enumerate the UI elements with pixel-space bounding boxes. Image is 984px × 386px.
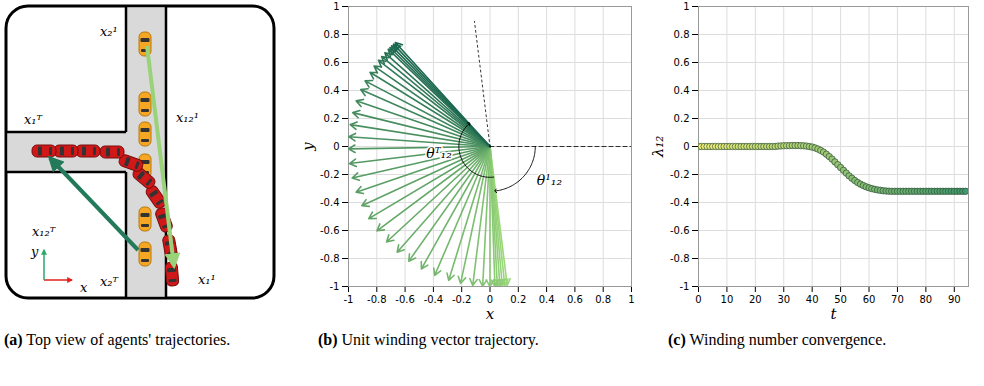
svg-text:-0.6: -0.6 xyxy=(670,225,690,236)
svg-text:0.6: 0.6 xyxy=(324,57,340,68)
svg-text:20: 20 xyxy=(749,294,762,305)
svg-text:θ¹₁₂: θ¹₁₂ xyxy=(537,172,563,188)
svg-text:-1: -1 xyxy=(330,281,340,292)
svg-text:0.4: 0.4 xyxy=(324,85,340,96)
svg-text:x₂¹: x₂¹ xyxy=(100,24,118,39)
svg-text:x₁₂¹: x₁₂¹ xyxy=(176,110,199,125)
svg-text:60: 60 xyxy=(863,294,876,305)
svg-text:0.8: 0.8 xyxy=(324,29,340,40)
svg-text:80: 80 xyxy=(920,294,933,305)
svg-text:λ₁₂: λ₁₂ xyxy=(649,136,667,159)
svg-text:y: y xyxy=(30,244,39,259)
svg-text:-0.6: -0.6 xyxy=(395,294,415,305)
svg-text:x: x xyxy=(486,305,495,323)
svg-text:y: y xyxy=(299,142,317,152)
svg-text:-0.4: -0.4 xyxy=(424,294,444,305)
svg-text:1: 1 xyxy=(333,1,339,12)
svg-text:0.6: 0.6 xyxy=(567,294,583,305)
svg-text:0.4: 0.4 xyxy=(539,294,555,305)
svg-text:x₁₂ᵀ: x₁₂ᵀ xyxy=(32,224,56,239)
svg-text:x₁ᵀ: x₁ᵀ xyxy=(24,112,43,127)
svg-text:0.4: 0.4 xyxy=(674,85,690,96)
svg-text:x₁¹: x₁¹ xyxy=(198,272,216,287)
svg-text:0.8: 0.8 xyxy=(595,294,611,305)
svg-text:0.2: 0.2 xyxy=(674,113,690,124)
svg-text:0.2: 0.2 xyxy=(510,294,526,305)
svg-text:-0.2: -0.2 xyxy=(320,169,340,180)
svg-text:-0.8: -0.8 xyxy=(670,253,690,264)
svg-text:-0.2: -0.2 xyxy=(670,169,690,180)
svg-text:0: 0 xyxy=(333,141,339,152)
svg-text:-0.4: -0.4 xyxy=(320,197,340,208)
svg-text:-1: -1 xyxy=(344,294,354,305)
svg-text:30: 30 xyxy=(777,294,790,305)
svg-text:-0.8: -0.8 xyxy=(367,294,387,305)
svg-text:-0.6: -0.6 xyxy=(320,225,340,236)
svg-text:90: 90 xyxy=(948,294,961,305)
svg-text:-0.4: -0.4 xyxy=(670,197,690,208)
svg-text:0: 0 xyxy=(683,141,689,152)
svg-text:0.8: 0.8 xyxy=(674,29,690,40)
svg-text:1: 1 xyxy=(628,294,634,305)
svg-text:t: t xyxy=(830,305,837,323)
html-text:(c) Winding number convergence: (c) Winding number convergence. xyxy=(668,331,887,348)
svg-text:0.6: 0.6 xyxy=(674,57,690,68)
svg-text:1: 1 xyxy=(683,1,689,12)
svg-text:-1: -1 xyxy=(680,281,690,292)
svg-text:10: 10 xyxy=(721,294,734,305)
svg-text:70: 70 xyxy=(891,294,904,305)
svg-text:x₂ᵀ: x₂ᵀ xyxy=(100,274,119,289)
html-text:(b) Unit winding vector trajec: (b) Unit winding vector trajectory. xyxy=(318,331,539,348)
svg-text:0: 0 xyxy=(487,294,493,305)
svg-text:0: 0 xyxy=(695,294,701,305)
svg-text:-0.8: -0.8 xyxy=(320,253,340,264)
svg-text:0.2: 0.2 xyxy=(324,113,340,124)
svg-text:θᵀ₁₂: θᵀ₁₂ xyxy=(426,145,452,161)
html-text:(a) Top view of agents' trajec: (a) Top view of agents' trajectories. xyxy=(4,331,231,348)
svg-text:x: x xyxy=(80,280,88,295)
svg-text:50: 50 xyxy=(834,294,847,305)
svg-text:-0.2: -0.2 xyxy=(452,294,472,305)
svg-text:40: 40 xyxy=(806,294,819,305)
